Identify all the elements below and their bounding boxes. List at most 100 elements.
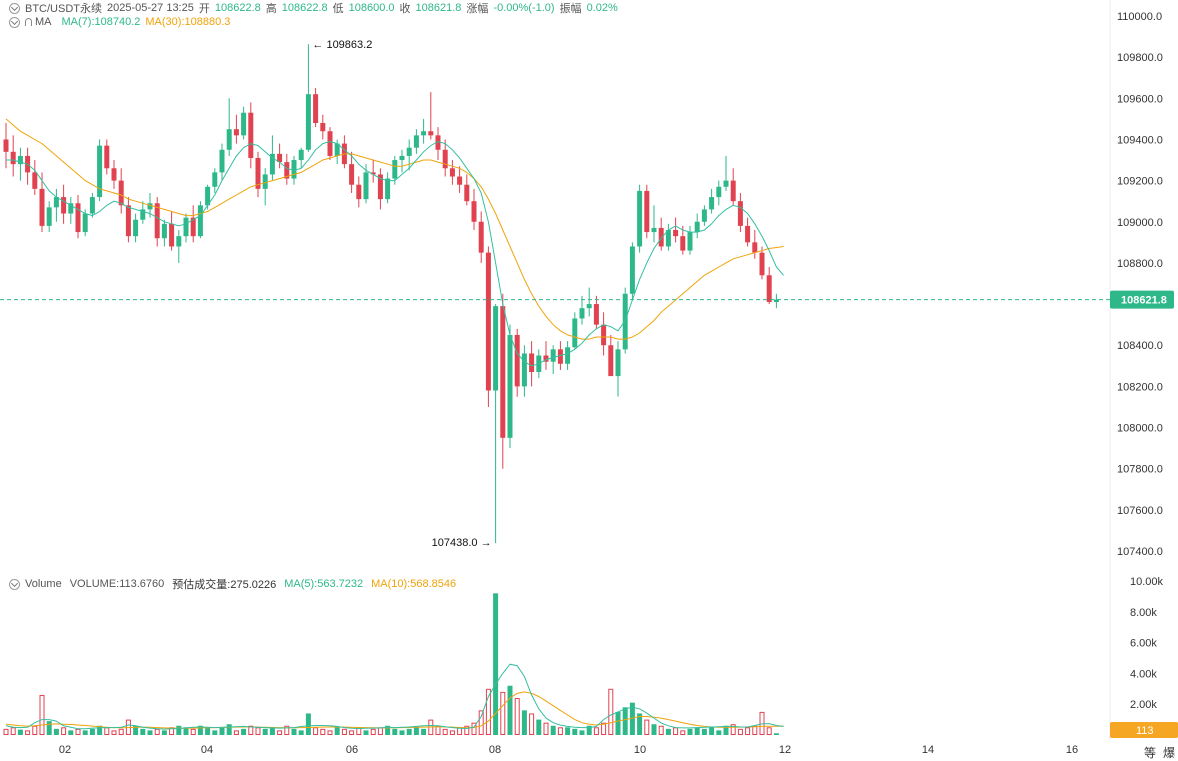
candle-body [255,157,261,189]
candle-body [442,149,448,169]
ma-legend: MA MA(7):108740.2 MA(30):108880.3 [0,16,235,28]
change-label: 涨幅 [466,3,489,15]
volume-bar [723,725,729,735]
volume-bar [291,728,297,735]
amp-label: 振幅 [559,3,582,15]
candle-body [730,180,736,202]
candle-body [593,304,599,325]
symbol-label[interactable]: BTC/USDT永续 [25,3,102,15]
candle-body [104,145,110,169]
volume-bar [766,727,772,736]
candle-body [183,217,189,237]
candle-body [262,174,268,189]
volume-bar [543,722,549,735]
current-volume-tag [1110,722,1178,738]
volume-bar [89,728,95,735]
current-price-tag [1110,290,1174,309]
candle-body [46,207,52,226]
candle-body [313,94,319,123]
time-tick-label: 12 [778,744,792,756]
volume-bar [644,719,650,736]
volume-bar [190,728,196,735]
candle-body [709,197,715,210]
candle-body [154,203,160,239]
candle-body [694,221,700,233]
ma7-line [6,140,784,367]
candle-body [176,236,182,247]
price-tick-label: 109800.0 [1117,52,1163,64]
volume-bar [219,727,225,735]
ma-label[interactable]: MA [35,16,52,28]
volume-bar [248,725,254,735]
volume-bar [46,721,52,735]
collapse-chevron-icon[interactable] [9,2,20,14]
volume-bar [53,728,59,735]
ma-collapse-chevron-icon[interactable] [9,16,20,28]
volume-bar [665,728,671,735]
corner-label-1[interactable]: 等 [1144,746,1157,760]
candle-body [550,349,556,362]
volume-bar [277,730,283,736]
candle-body [586,304,592,309]
volume-bar [514,698,520,735]
candle-body [284,162,290,179]
price-tick-label: 108800.0 [1117,258,1163,270]
candle-body [435,135,441,150]
ma30-value: MA(30):108880.3 [145,16,231,28]
volume-bar [737,728,743,735]
volume-bar [17,729,23,735]
volume-bar [197,725,203,735]
volume-bar [399,730,405,735]
candle-body [147,203,153,210]
candle-body [111,168,117,181]
candle-body [219,149,225,173]
candle-body [277,153,283,163]
candle-body [572,318,578,348]
candle-body [349,164,355,185]
volume-bar [104,727,110,736]
volume-bar [521,710,527,735]
vol-ma5-line [5,663,784,730]
volume-bar [694,727,700,735]
price-tick-label: 109400.0 [1117,134,1163,146]
candle-body [10,151,16,165]
volume-bar [449,730,455,736]
close-value: 108621.8 [415,2,462,14]
volume-bar [629,702,635,735]
volume-bar [745,727,751,736]
time-tick-label: 04 [200,744,214,756]
volume-bar [313,727,319,736]
candle-body [737,201,743,226]
corner-label-2[interactable]: 爆 [1163,746,1176,760]
volume-bar [421,728,427,735]
candle-body [269,153,275,175]
volume-bar [255,727,261,736]
volume-bar [305,713,311,735]
candle-body [745,225,751,243]
volume-value: VOLUME:113.6760 [69,578,165,590]
candle-body [529,353,535,372]
volume-bar [334,727,340,735]
volume-tick-label: 8.00k [1130,607,1157,619]
volume-collapse-chevron-icon[interactable] [9,578,20,590]
volume-bar [133,725,139,735]
candle-body [197,205,203,237]
volume-tick-label: 2.00k [1130,699,1157,711]
vol-ma10-line [5,691,784,729]
volume-bar [298,730,304,735]
candle-body [32,172,38,189]
candle-body [500,306,506,438]
volume-label[interactable]: Volume [25,578,62,590]
volume-bar [3,728,9,735]
candle-body [464,184,470,202]
volume-bar [572,728,578,735]
volume-bar [363,730,369,735]
volume-bar [262,728,268,735]
price-chart[interactable]: 110000.0 109800.0 109600.0 109400.0 109200.0… [0,0,1178,565]
volume-chart[interactable]: 10.00k 8.00k 6.00k 4.00k 2.00k 113 [0,565,1178,741]
candle-body [118,180,124,206]
candle-body [363,172,369,200]
volume-bar [147,730,153,735]
alert-bell-icon[interactable] [25,18,32,26]
